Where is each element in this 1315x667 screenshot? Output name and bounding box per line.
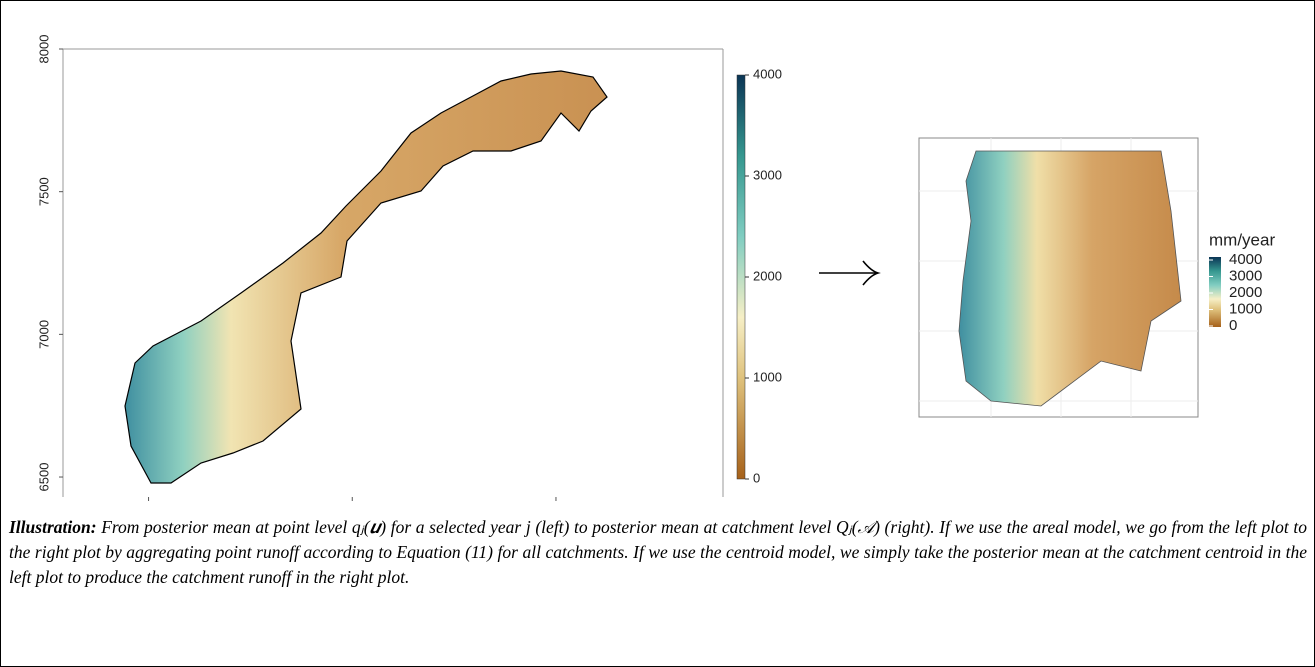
colorbar-label: 1000 xyxy=(753,369,782,384)
legend-label: 4000 xyxy=(1229,251,1262,268)
x-tick-label: 500 xyxy=(341,502,363,504)
y-tick-label: 6500 xyxy=(36,463,51,492)
colorbar xyxy=(737,75,745,479)
colorbar-label: 4000 xyxy=(753,66,782,81)
legend-label: 3000 xyxy=(1229,267,1262,284)
legend-title: mm/year xyxy=(1209,230,1275,249)
y-tick-label: 7000 xyxy=(36,320,51,349)
x-tick-label: 1000 xyxy=(542,502,571,504)
caption-label: Illustration: xyxy=(9,517,97,537)
legend-label: 2000 xyxy=(1229,284,1262,301)
colorbar-label: 3000 xyxy=(753,167,782,182)
legend-bar xyxy=(1209,257,1221,327)
colorbar-label: 2000 xyxy=(753,268,782,283)
arrow xyxy=(819,261,878,285)
caption: Illustration: From posterior mean at poi… xyxy=(9,515,1307,590)
y-tick-label: 8000 xyxy=(36,35,51,64)
x-tick-label: 0 xyxy=(145,502,152,504)
plots: mm/year 05001000650070007500800001000200… xyxy=(1,1,1314,504)
y-tick-label: 7500 xyxy=(36,177,51,206)
legend-label: 1000 xyxy=(1229,300,1262,317)
norway-map xyxy=(125,71,607,483)
caption-text: From posterior mean at point level qⱼ(𝒖)… xyxy=(9,517,1307,587)
figure: mm/year 05001000650070007500800001000200… xyxy=(0,0,1315,667)
colorbar-label: 0 xyxy=(753,470,760,485)
legend-label: 0 xyxy=(1229,317,1237,334)
